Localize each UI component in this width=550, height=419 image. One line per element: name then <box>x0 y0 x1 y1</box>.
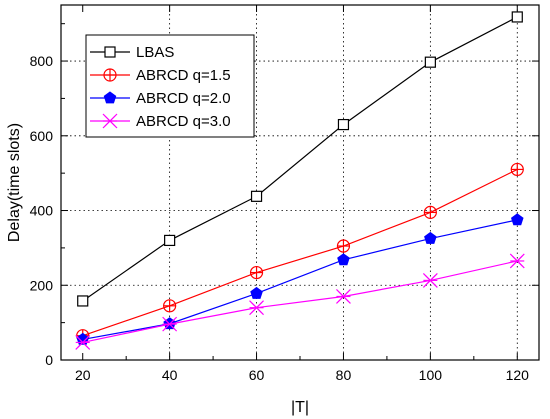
data-point-marker <box>337 253 350 266</box>
legend-label: ABRCD q=1.5 <box>136 67 231 84</box>
diag-stroke <box>164 318 175 330</box>
pentagon-marker <box>103 91 117 104</box>
legend-item: ABRCD q=2.0 <box>90 90 231 107</box>
series-1 <box>76 162 524 343</box>
data-point-marker <box>164 234 176 247</box>
data-point-marker <box>250 286 263 299</box>
square-marker <box>424 56 436 68</box>
legend-label: ABRCD q=2.0 <box>136 90 231 107</box>
pentagon-marker <box>337 253 350 266</box>
y-tick-label: 200 <box>30 277 54 293</box>
data-point-marker <box>162 316 178 332</box>
x-tick-label: 40 <box>162 367 178 383</box>
data-point-marker <box>511 11 523 23</box>
y-tick-label: 0 <box>45 352 53 368</box>
series-line <box>82 16 518 302</box>
diag-stroke <box>338 291 349 302</box>
x-tick-label: 100 <box>419 367 443 383</box>
data-point-marker <box>509 253 525 269</box>
y-axis-title: Delay(time slots) <box>6 123 23 242</box>
square-marker <box>337 118 350 131</box>
y-tick-label: 400 <box>30 203 54 219</box>
y-tick-label: 600 <box>30 128 54 144</box>
diag-stroke <box>251 302 262 314</box>
square-marker <box>77 295 89 307</box>
data-point-marker <box>103 68 117 82</box>
data-point-marker <box>102 113 118 129</box>
data-point-marker <box>337 118 350 131</box>
diag-stroke <box>104 115 116 127</box>
legend-item: ABRCD q=1.5 <box>90 67 231 84</box>
legend-item: ABRCD q=3.0 <box>90 113 231 130</box>
diag-stroke <box>77 337 89 348</box>
square-marker <box>164 234 176 247</box>
series-line <box>82 219 518 341</box>
data-point-marker <box>163 299 177 313</box>
data-point-marker <box>249 300 264 316</box>
data-point-marker <box>424 231 437 244</box>
pentagon-marker <box>510 213 524 226</box>
data-point-marker <box>75 335 91 350</box>
x-tick-label: 120 <box>506 367 530 383</box>
pentagon-marker <box>424 231 437 244</box>
series-line <box>82 260 518 344</box>
data-point-marker <box>424 56 436 68</box>
series-layer <box>75 11 525 350</box>
square-marker <box>104 46 116 58</box>
axes: 20 40 60 80 100 120 0 200 400 600 800 <box>30 4 540 383</box>
data-point-marker <box>336 289 351 304</box>
data-point-marker <box>104 46 116 58</box>
y-tick-label: 800 <box>30 53 54 69</box>
diag-stroke <box>425 275 436 286</box>
pentagon-marker <box>250 286 263 299</box>
legend: LBAS ABRCD q=1.5 ABRCD q=2.0 ABRCD q=3.0 <box>85 34 255 138</box>
data-point-marker <box>249 265 264 280</box>
data-point-marker <box>103 91 117 104</box>
data-point-marker <box>77 295 89 307</box>
data-point-marker <box>250 190 263 202</box>
series-line <box>82 168 518 337</box>
data-point-marker <box>510 162 524 177</box>
data-point-marker <box>510 213 524 226</box>
diag-stroke <box>511 255 523 267</box>
legend-label: LBAS <box>136 44 174 61</box>
legend-item: LBAS <box>90 44 174 61</box>
series-0 <box>77 11 523 307</box>
data-point-marker <box>423 205 437 219</box>
data-point-marker <box>336 239 351 253</box>
x-tick-label: 60 <box>249 367 265 383</box>
series-3 <box>75 253 525 350</box>
x-tick-label: 20 <box>75 367 91 383</box>
legend-label: ABRCD q=3.0 <box>136 113 231 130</box>
x-tick-label: 80 <box>336 367 352 383</box>
data-point-marker <box>422 272 438 288</box>
x-axis-title: |T| <box>291 399 309 416</box>
square-marker <box>511 11 523 23</box>
square-marker <box>250 190 263 202</box>
